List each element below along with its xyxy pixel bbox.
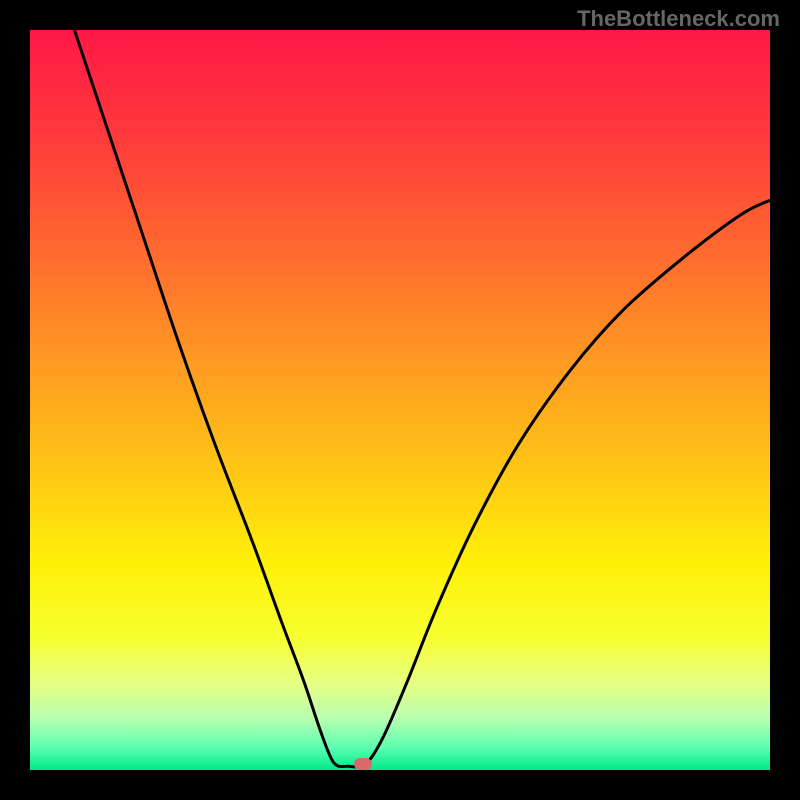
watermark-text: TheBottleneck.com <box>577 6 780 32</box>
bottleneck-curve <box>30 30 770 770</box>
curve-path <box>74 30 770 767</box>
chart-plot-area <box>30 30 770 770</box>
optimal-point-marker <box>354 758 372 770</box>
